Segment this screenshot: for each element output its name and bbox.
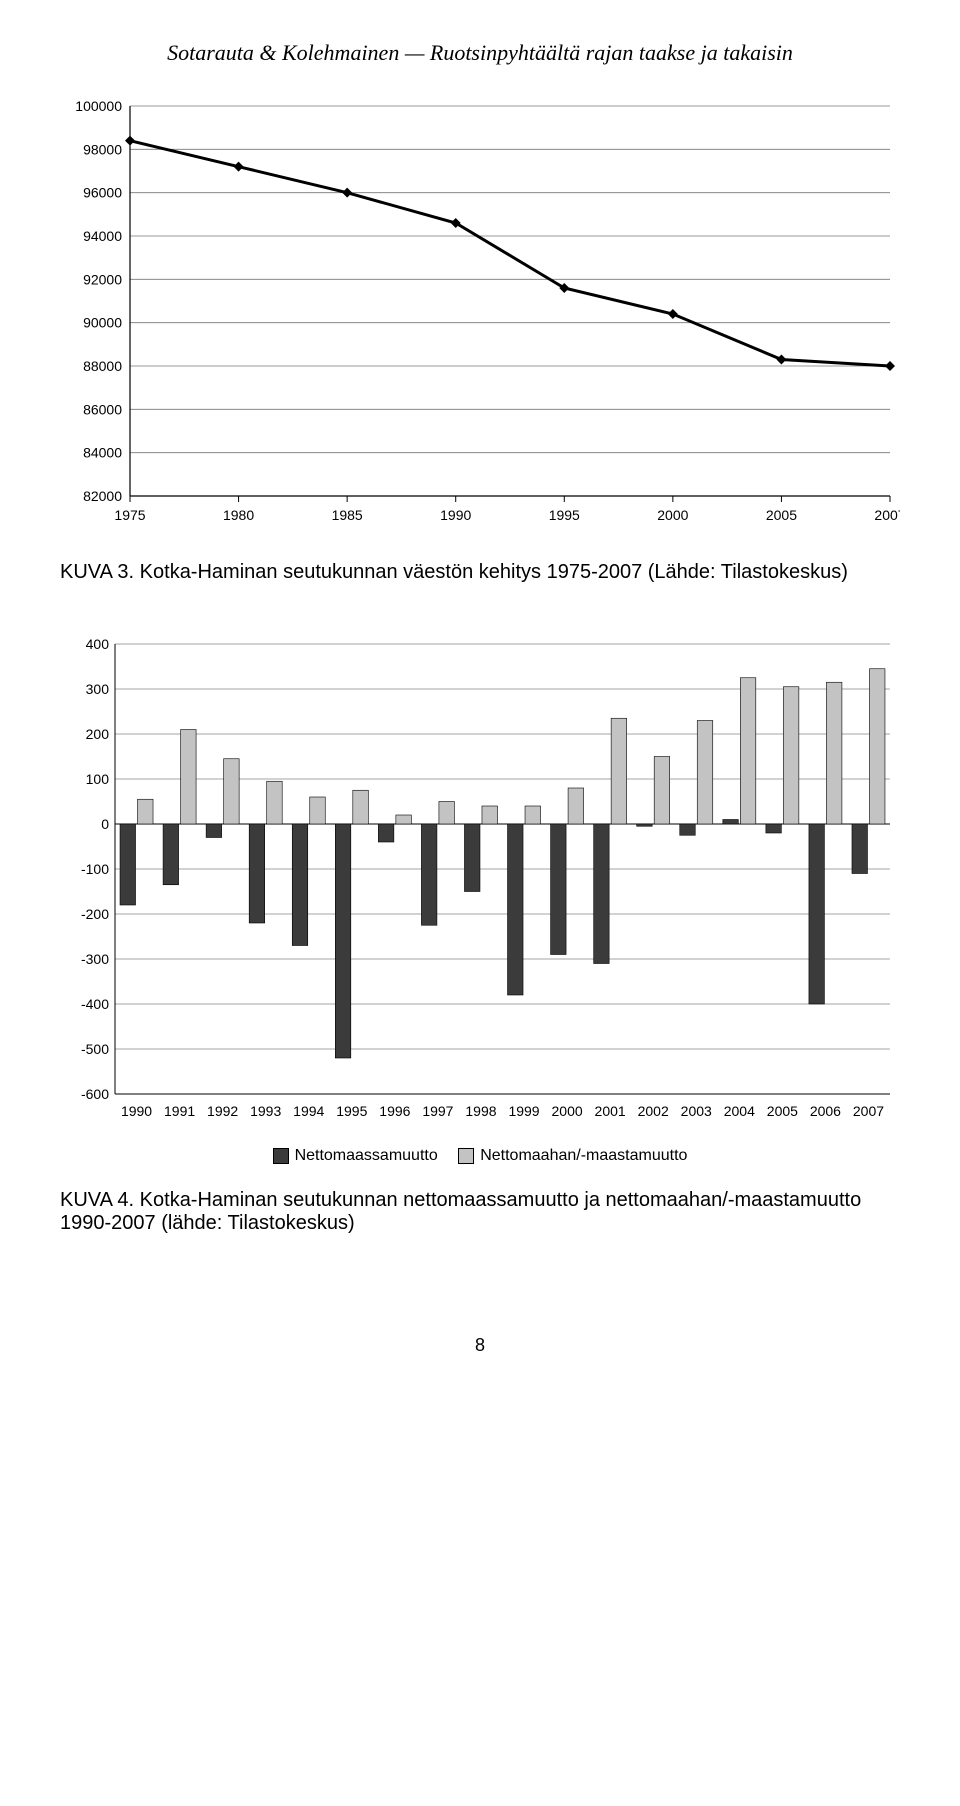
- svg-text:92000: 92000: [83, 271, 122, 287]
- svg-text:1993: 1993: [250, 1103, 281, 1119]
- svg-text:1998: 1998: [465, 1103, 496, 1119]
- caption-kuvio4: KUVA 4. Kotka-Haminan seutukunnan nettom…: [60, 1189, 900, 1235]
- svg-text:400: 400: [86, 636, 110, 652]
- svg-text:1996: 1996: [379, 1103, 410, 1119]
- svg-text:1992: 1992: [207, 1103, 238, 1119]
- legend-box-2: [458, 1148, 474, 1164]
- svg-text:1995: 1995: [336, 1103, 367, 1119]
- svg-text:2000: 2000: [657, 507, 688, 523]
- svg-text:100: 100: [86, 771, 110, 787]
- svg-text:88000: 88000: [83, 358, 122, 374]
- svg-text:1975: 1975: [114, 507, 145, 523]
- svg-text:1999: 1999: [508, 1103, 539, 1119]
- svg-text:-400: -400: [81, 996, 109, 1012]
- svg-text:1980: 1980: [223, 507, 254, 523]
- caption-kuvio3: KUVA 3. Kotka-Haminan seutukunnan väestö…: [60, 561, 900, 584]
- svg-text:1995: 1995: [549, 507, 580, 523]
- svg-text:1994: 1994: [293, 1103, 324, 1119]
- svg-text:2007: 2007: [874, 507, 900, 523]
- bar-chart-legend: Nettomaassamuutto Nettomaahan/-maastamuu…: [60, 1147, 900, 1169]
- svg-text:0: 0: [101, 816, 109, 832]
- svg-text:2003: 2003: [681, 1103, 712, 1119]
- svg-text:100000: 100000: [75, 98, 122, 114]
- line-chart-svg: 82000 84000 86000 88000 90000 92000 94000 96000…: [60, 96, 900, 536]
- svg-text:1991: 1991: [164, 1103, 195, 1119]
- svg-text:200: 200: [86, 726, 110, 742]
- svg-text:2000: 2000: [552, 1103, 583, 1119]
- chart-population-line: 82000 84000 86000 88000 90000 92000 94000 96000…: [60, 96, 900, 541]
- svg-text:-600: -600: [81, 1086, 109, 1102]
- legend-label-2: Nettomaahan/-maastamuutto: [480, 1147, 687, 1165]
- svg-text:300: 300: [86, 681, 110, 697]
- svg-text:90000: 90000: [83, 315, 122, 331]
- svg-text:1985: 1985: [332, 507, 363, 523]
- legend-box-1: [273, 1148, 289, 1164]
- svg-text:84000: 84000: [83, 445, 122, 461]
- legend-label-1: Nettomaassamuutto: [295, 1147, 438, 1165]
- svg-text:-300: -300: [81, 951, 109, 967]
- svg-text:-500: -500: [81, 1041, 109, 1057]
- svg-text:1990: 1990: [440, 507, 471, 523]
- svg-text:2002: 2002: [638, 1103, 669, 1119]
- svg-text:-100: -100: [81, 861, 109, 877]
- chart-migration-bar: -600 -500 -400 -300 -200 -100 0 100 200 300 400 199…: [60, 634, 900, 1169]
- svg-text:96000: 96000: [83, 185, 122, 201]
- page-number: 8: [60, 1335, 900, 1356]
- svg-text:2005: 2005: [767, 1103, 798, 1119]
- svg-text:94000: 94000: [83, 228, 122, 244]
- svg-text:1990: 1990: [121, 1103, 152, 1119]
- page-header: Sotarauta & Kolehmainen — Ruotsinpyhtääl…: [60, 40, 900, 66]
- svg-text:98000: 98000: [83, 141, 122, 157]
- svg-text:1997: 1997: [422, 1103, 453, 1119]
- svg-text:2004: 2004: [724, 1103, 755, 1119]
- svg-text:2001: 2001: [595, 1103, 626, 1119]
- svg-text:2006: 2006: [810, 1103, 841, 1119]
- legend-item-2: Nettomaahan/-maastamuutto: [458, 1147, 687, 1165]
- svg-text:2005: 2005: [766, 507, 797, 523]
- svg-text:-200: -200: [81, 906, 109, 922]
- bar-chart-svg: -600 -500 -400 -300 -200 -100 0 100 200 300 400 199…: [60, 634, 900, 1134]
- svg-text:82000: 82000: [83, 488, 122, 504]
- svg-text:2007: 2007: [853, 1103, 884, 1119]
- svg-text:86000: 86000: [83, 401, 122, 417]
- legend-item-1: Nettomaassamuutto: [273, 1147, 438, 1165]
